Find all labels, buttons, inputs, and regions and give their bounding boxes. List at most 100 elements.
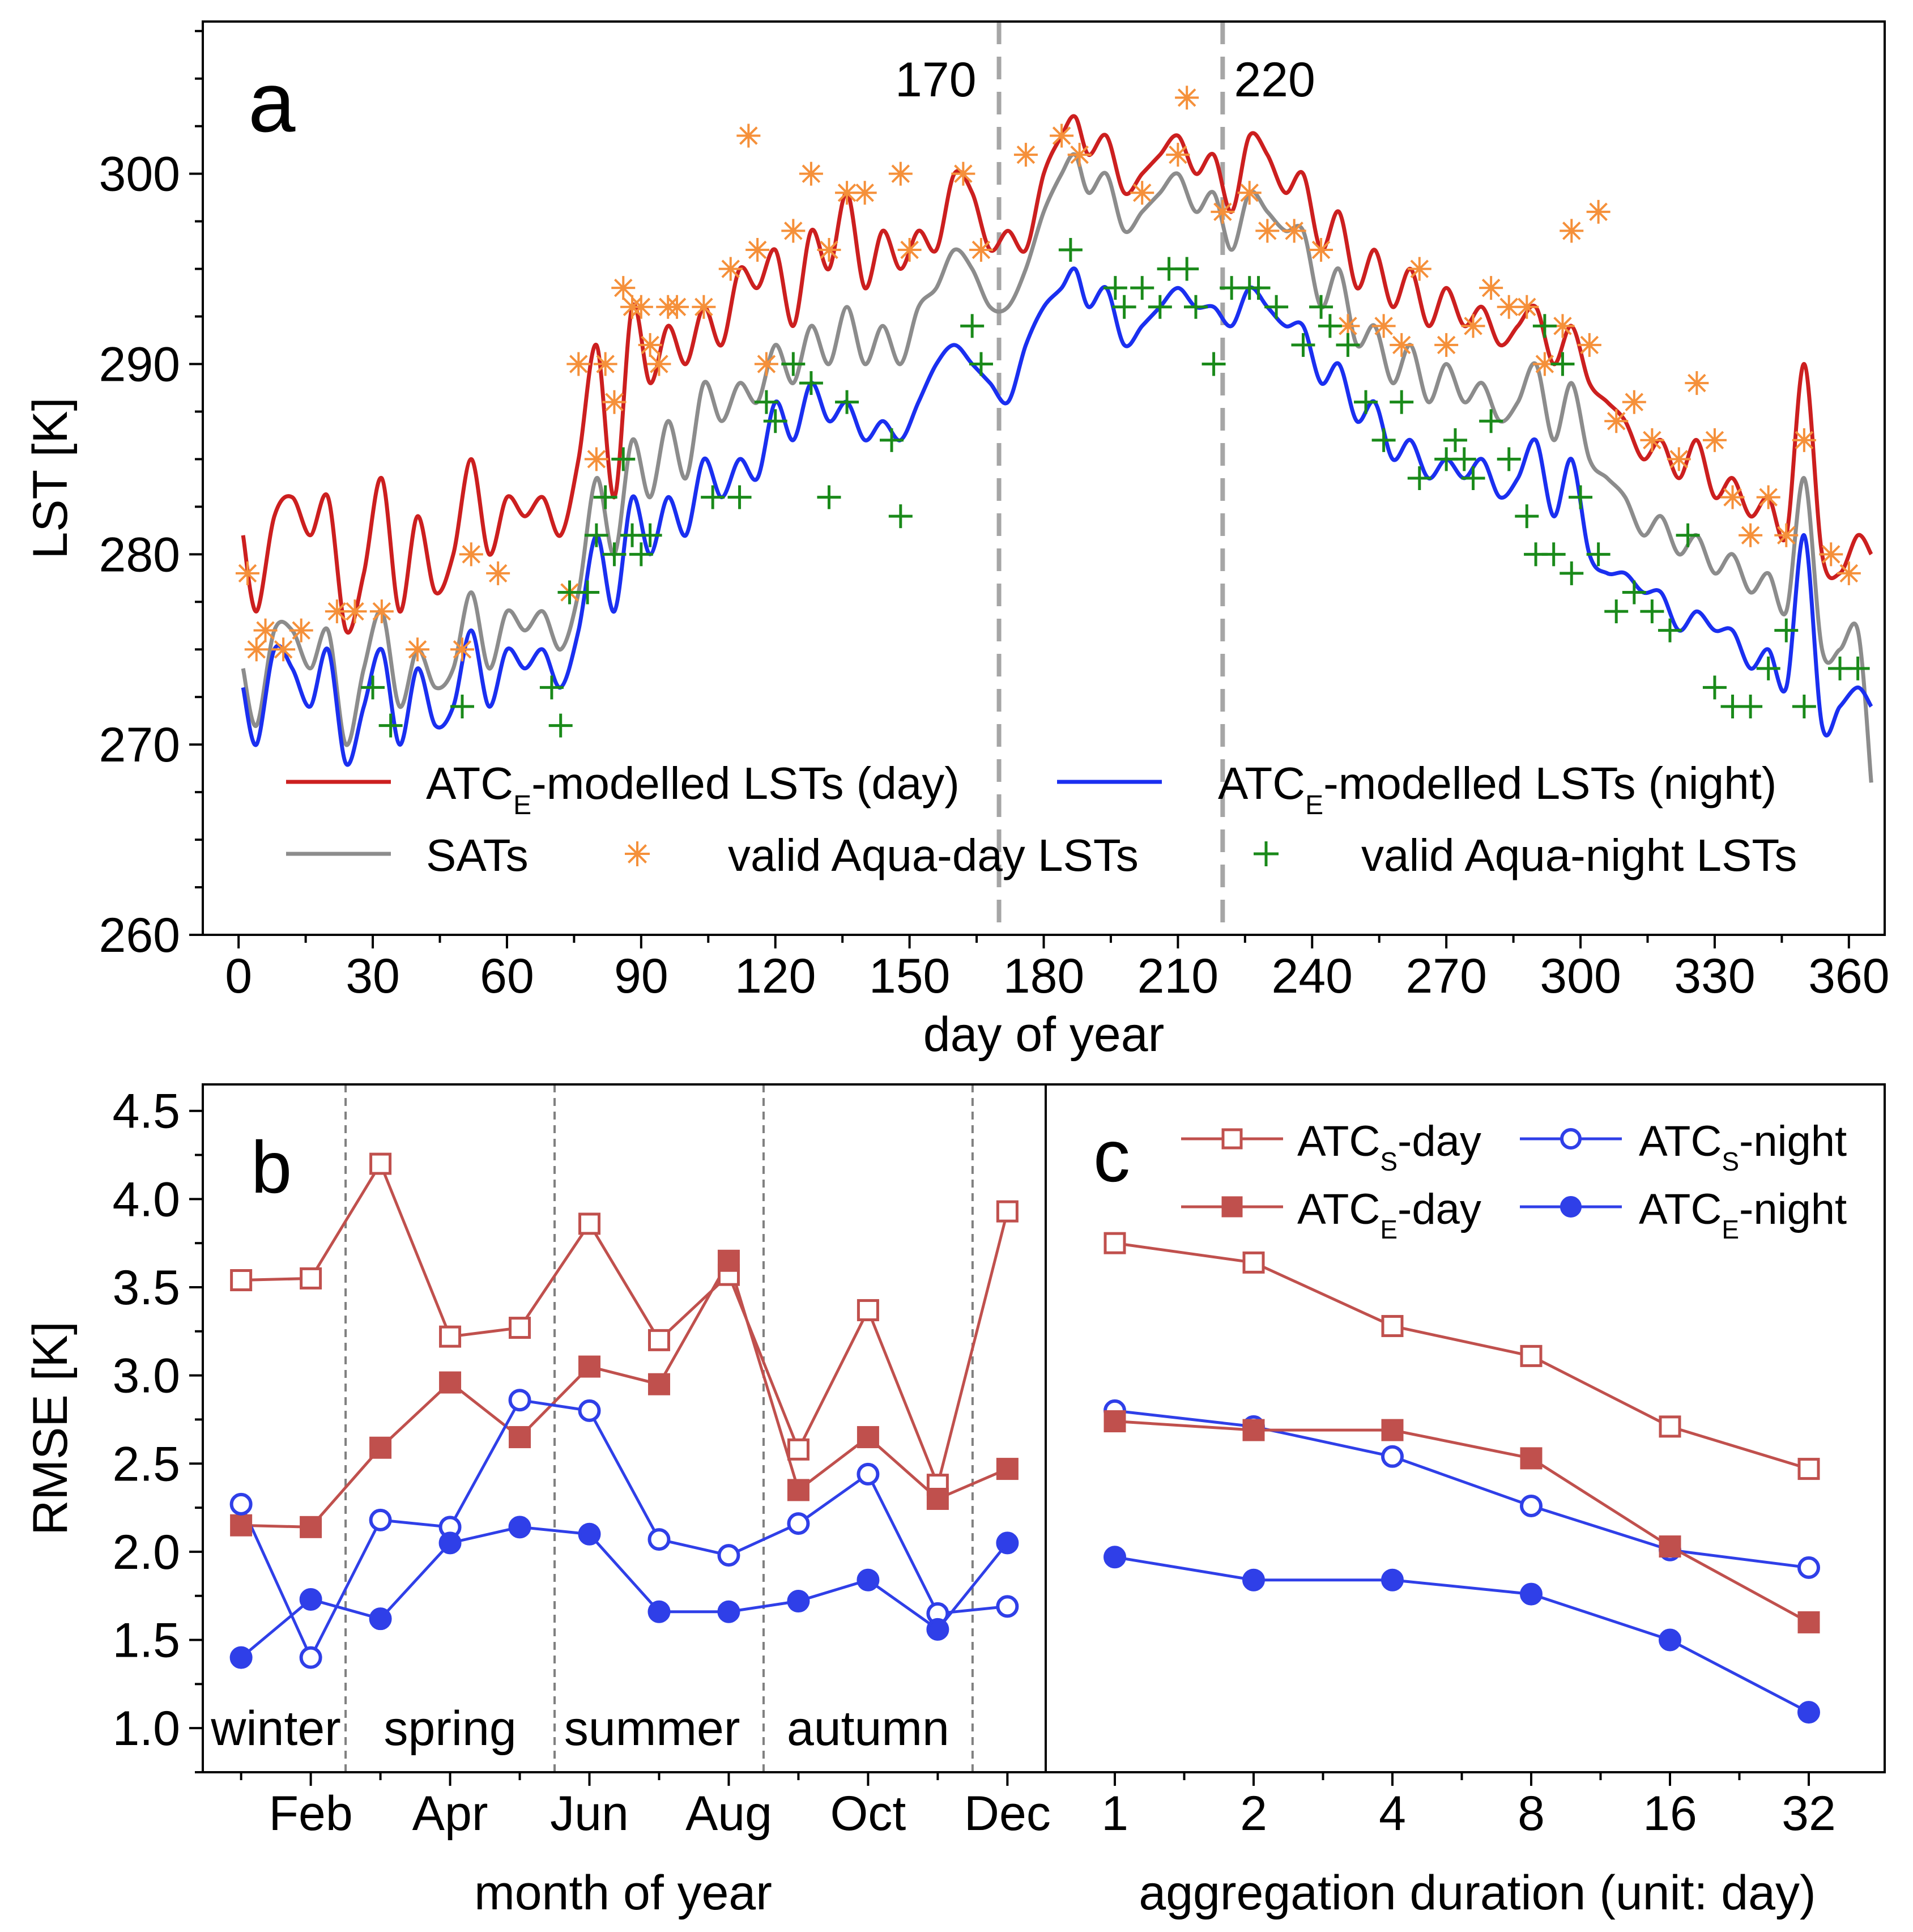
aqua-day-point [369,599,394,624]
aqua-day-point-stroke [587,450,606,469]
aqua-day-point-stroke [1213,202,1232,222]
aqua-day-point [692,295,716,319]
data-point-1-9 [787,1479,809,1501]
data-point-1-8 [1520,1494,1543,1517]
aqua-day-point [611,276,636,300]
data-point-0-7 [647,1329,670,1351]
aqua-day-point [745,238,770,262]
aqua-day-point [1255,219,1280,243]
legend-swatch-3-stroke [628,844,647,863]
aqua-day-point [718,257,743,281]
x-tick-label: 120 [735,949,816,1003]
aqua-night-point [701,485,725,509]
aqua-day-point [1774,523,1799,547]
legend-label-2: SATs [426,830,529,880]
panel-b-x-axis: Feb Apr Jun Aug Oct Dec [240,1772,1051,1841]
panel-c-x-axis: 1 2 4 8 16 32 [1101,1772,1836,1841]
data-point-0-16 [1659,1415,1681,1438]
x-tick-label: Apr [412,1786,488,1841]
aqua-day-point-stroke [1132,183,1152,202]
data-point-2-7 [647,1528,671,1551]
aqua-day-point [1685,371,1709,395]
aqua-day-point [647,352,671,376]
aqua-day-point [1622,390,1646,414]
data-point-1-2 [300,1516,322,1538]
aqua-day-point-stroke [1285,222,1303,240]
aqua-day-point [1282,219,1306,243]
aqua-night-point [638,523,662,547]
aqua-day-point-stroke [372,602,391,621]
aqua-day-point [1515,295,1539,319]
aqua-day-point-stroke [346,602,364,621]
aqua-day-point [1309,238,1333,262]
aqua-night-point [629,542,653,567]
aqua-day-point-stroke [1169,145,1187,164]
aqua-day-point [1586,199,1611,224]
aqua-day-point-stroke [1410,259,1429,278]
aqua-night-point [727,485,752,509]
data-point-1-1 [230,1514,253,1537]
aqua-day-point [853,181,877,205]
x-tick-label: 16 [1643,1786,1697,1841]
aqua-day-point [1702,428,1727,452]
data-point-2-5 [508,1389,531,1412]
data-point-3-7 [647,1600,671,1623]
data-point-0-4 [1381,1314,1404,1337]
y-tick-label: 300 [99,147,181,202]
aqua-day-point-stroke [1759,488,1778,507]
aqua-night-point [1586,542,1611,567]
aqua-day-point-stroke [891,164,910,183]
aqua-day-point-stroke [1705,431,1724,450]
x-tick-label: 270 [1405,949,1487,1003]
aqua-day-point [754,352,778,376]
aqua-day-point-stroke [292,621,310,640]
aqua-night-point [1739,695,1763,718]
aqua-night-point [1604,599,1629,624]
aqua-day-point-stroke [855,183,874,202]
series-line-1 [241,266,1873,767]
legend-label-4: valid Aqua-night LSTs [1361,830,1797,880]
aqua-night-point [539,675,564,700]
aqua-day-point [1130,181,1154,205]
aqua-day-point-stroke [1070,145,1089,164]
x-tick-label: 1 [1101,1786,1128,1841]
panel-b: winter spring summer autumn Feb Apr Jun Aug Oct… [23,1083,1051,1920]
data-point-0-10 [857,1299,879,1321]
x-tick-label: 360 [1808,949,1890,1003]
aqua-day-point-stroke [1258,222,1277,240]
aqua-day-point-stroke [1464,317,1482,335]
aqua-day-point [1792,428,1816,452]
series-line-1 [1114,1409,1809,1569]
y-tick-label: 3.0 [112,1349,180,1403]
aqua-day-point-stroke [667,297,687,317]
aqua-night-point [960,314,985,338]
aqua-day-point [486,561,510,585]
x-tick-label: Jun [550,1786,629,1841]
y-tick-label: 2.5 [112,1437,180,1491]
series-line-0 [1114,1241,1809,1470]
aqua-day-point-stroke [1374,317,1393,335]
aqua-day-point-stroke [739,126,758,145]
x-tick-label: Aug [685,1786,772,1841]
data-point-2-4 [1381,1419,1404,1441]
season-label-autumn: autumn [787,1701,949,1756]
aqua-night-point [1452,447,1476,471]
aqua-day-point-stroke [327,602,347,621]
aqua-day-point-stroke [238,564,257,583]
aqua-night-point [817,485,841,509]
aqua-day-point [1756,485,1780,509]
aqua-night-point [1676,523,1700,547]
series-line-1 [241,1257,1008,1529]
aqua-day-point [235,561,259,585]
panel-b-x-axis-title: month of year [474,1866,772,1920]
aqua-day-point [244,637,269,662]
aqua-day-point [1461,314,1485,338]
aqua-night-point [1560,561,1584,585]
legend-swatch-marker-3 [1560,1196,1582,1218]
aqua-night-point [1461,466,1485,490]
legend-swatch-marker-0 [1221,1128,1243,1150]
data-point-1-12 [996,1458,1019,1480]
aqua-day-point [888,161,913,186]
data-point-3-1 [1104,1546,1126,1569]
data-point-3-8 [1520,1582,1543,1606]
